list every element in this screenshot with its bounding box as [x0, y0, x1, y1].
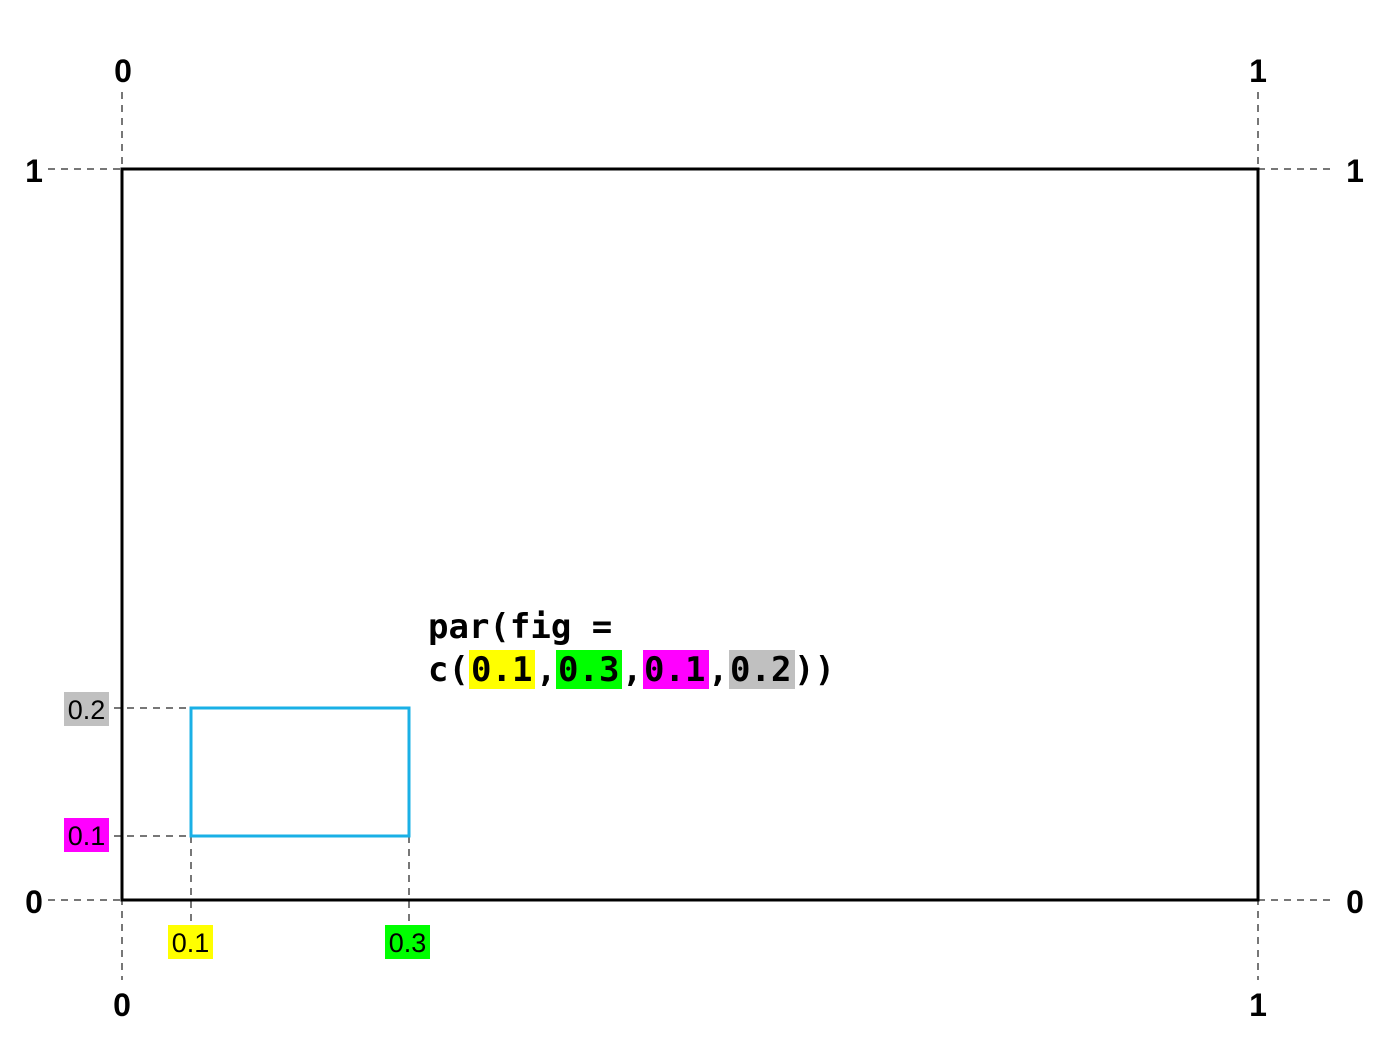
- top-right-x-label: 1: [1249, 53, 1267, 89]
- code-suffix: )): [794, 650, 835, 690]
- code-value-3: 0.1: [644, 650, 705, 690]
- right-bottom-y-label: 0: [1346, 884, 1364, 920]
- code-v2-highlight: [556, 650, 622, 689]
- code-separator-3: ,: [708, 650, 728, 690]
- y2-label-highlight: [64, 692, 109, 726]
- code-value-1: 0.1: [471, 650, 532, 690]
- fig-region-box: [189, 706, 411, 838]
- x1-label-highlight: [168, 925, 213, 959]
- device-region-box: [120, 167, 1260, 902]
- code-separator-2: ,: [622, 650, 642, 690]
- code-line-1: par(fig =: [428, 607, 612, 647]
- top-left-x-label: 0: [114, 53, 132, 89]
- code-v3-highlight: [643, 650, 709, 689]
- code-separator-1: ,: [536, 650, 556, 690]
- inner-guide-lines: [114, 707, 410, 928]
- y1-label-highlight: [64, 818, 109, 852]
- right-top-y-label: 1: [1346, 153, 1364, 189]
- code-prefix: c(: [428, 650, 469, 690]
- code-v1-highlight: [469, 650, 535, 689]
- code-value-4: 0.2: [730, 650, 791, 690]
- bottom-left-x-label: 0: [113, 987, 131, 1023]
- bottom-right-x-label: 1: [1249, 987, 1267, 1023]
- left-bottom-y-label: 0: [25, 884, 43, 920]
- code-value-2: 0.3: [558, 650, 619, 690]
- x2-label: 0.3: [389, 928, 427, 958]
- x1-label: 0.1: [172, 928, 210, 958]
- outer-guide-lines: [48, 92, 1336, 980]
- y1-label: 0.1: [68, 821, 106, 851]
- x2-label-highlight: [385, 925, 430, 959]
- code-line-2: c( 0.1 , 0.3 , 0.1 , 0.2 )): [0, 650, 896, 690]
- y2-label: 0.2: [68, 695, 106, 725]
- code-v4-highlight: [729, 650, 795, 689]
- left-top-y-label: 1: [25, 153, 43, 189]
